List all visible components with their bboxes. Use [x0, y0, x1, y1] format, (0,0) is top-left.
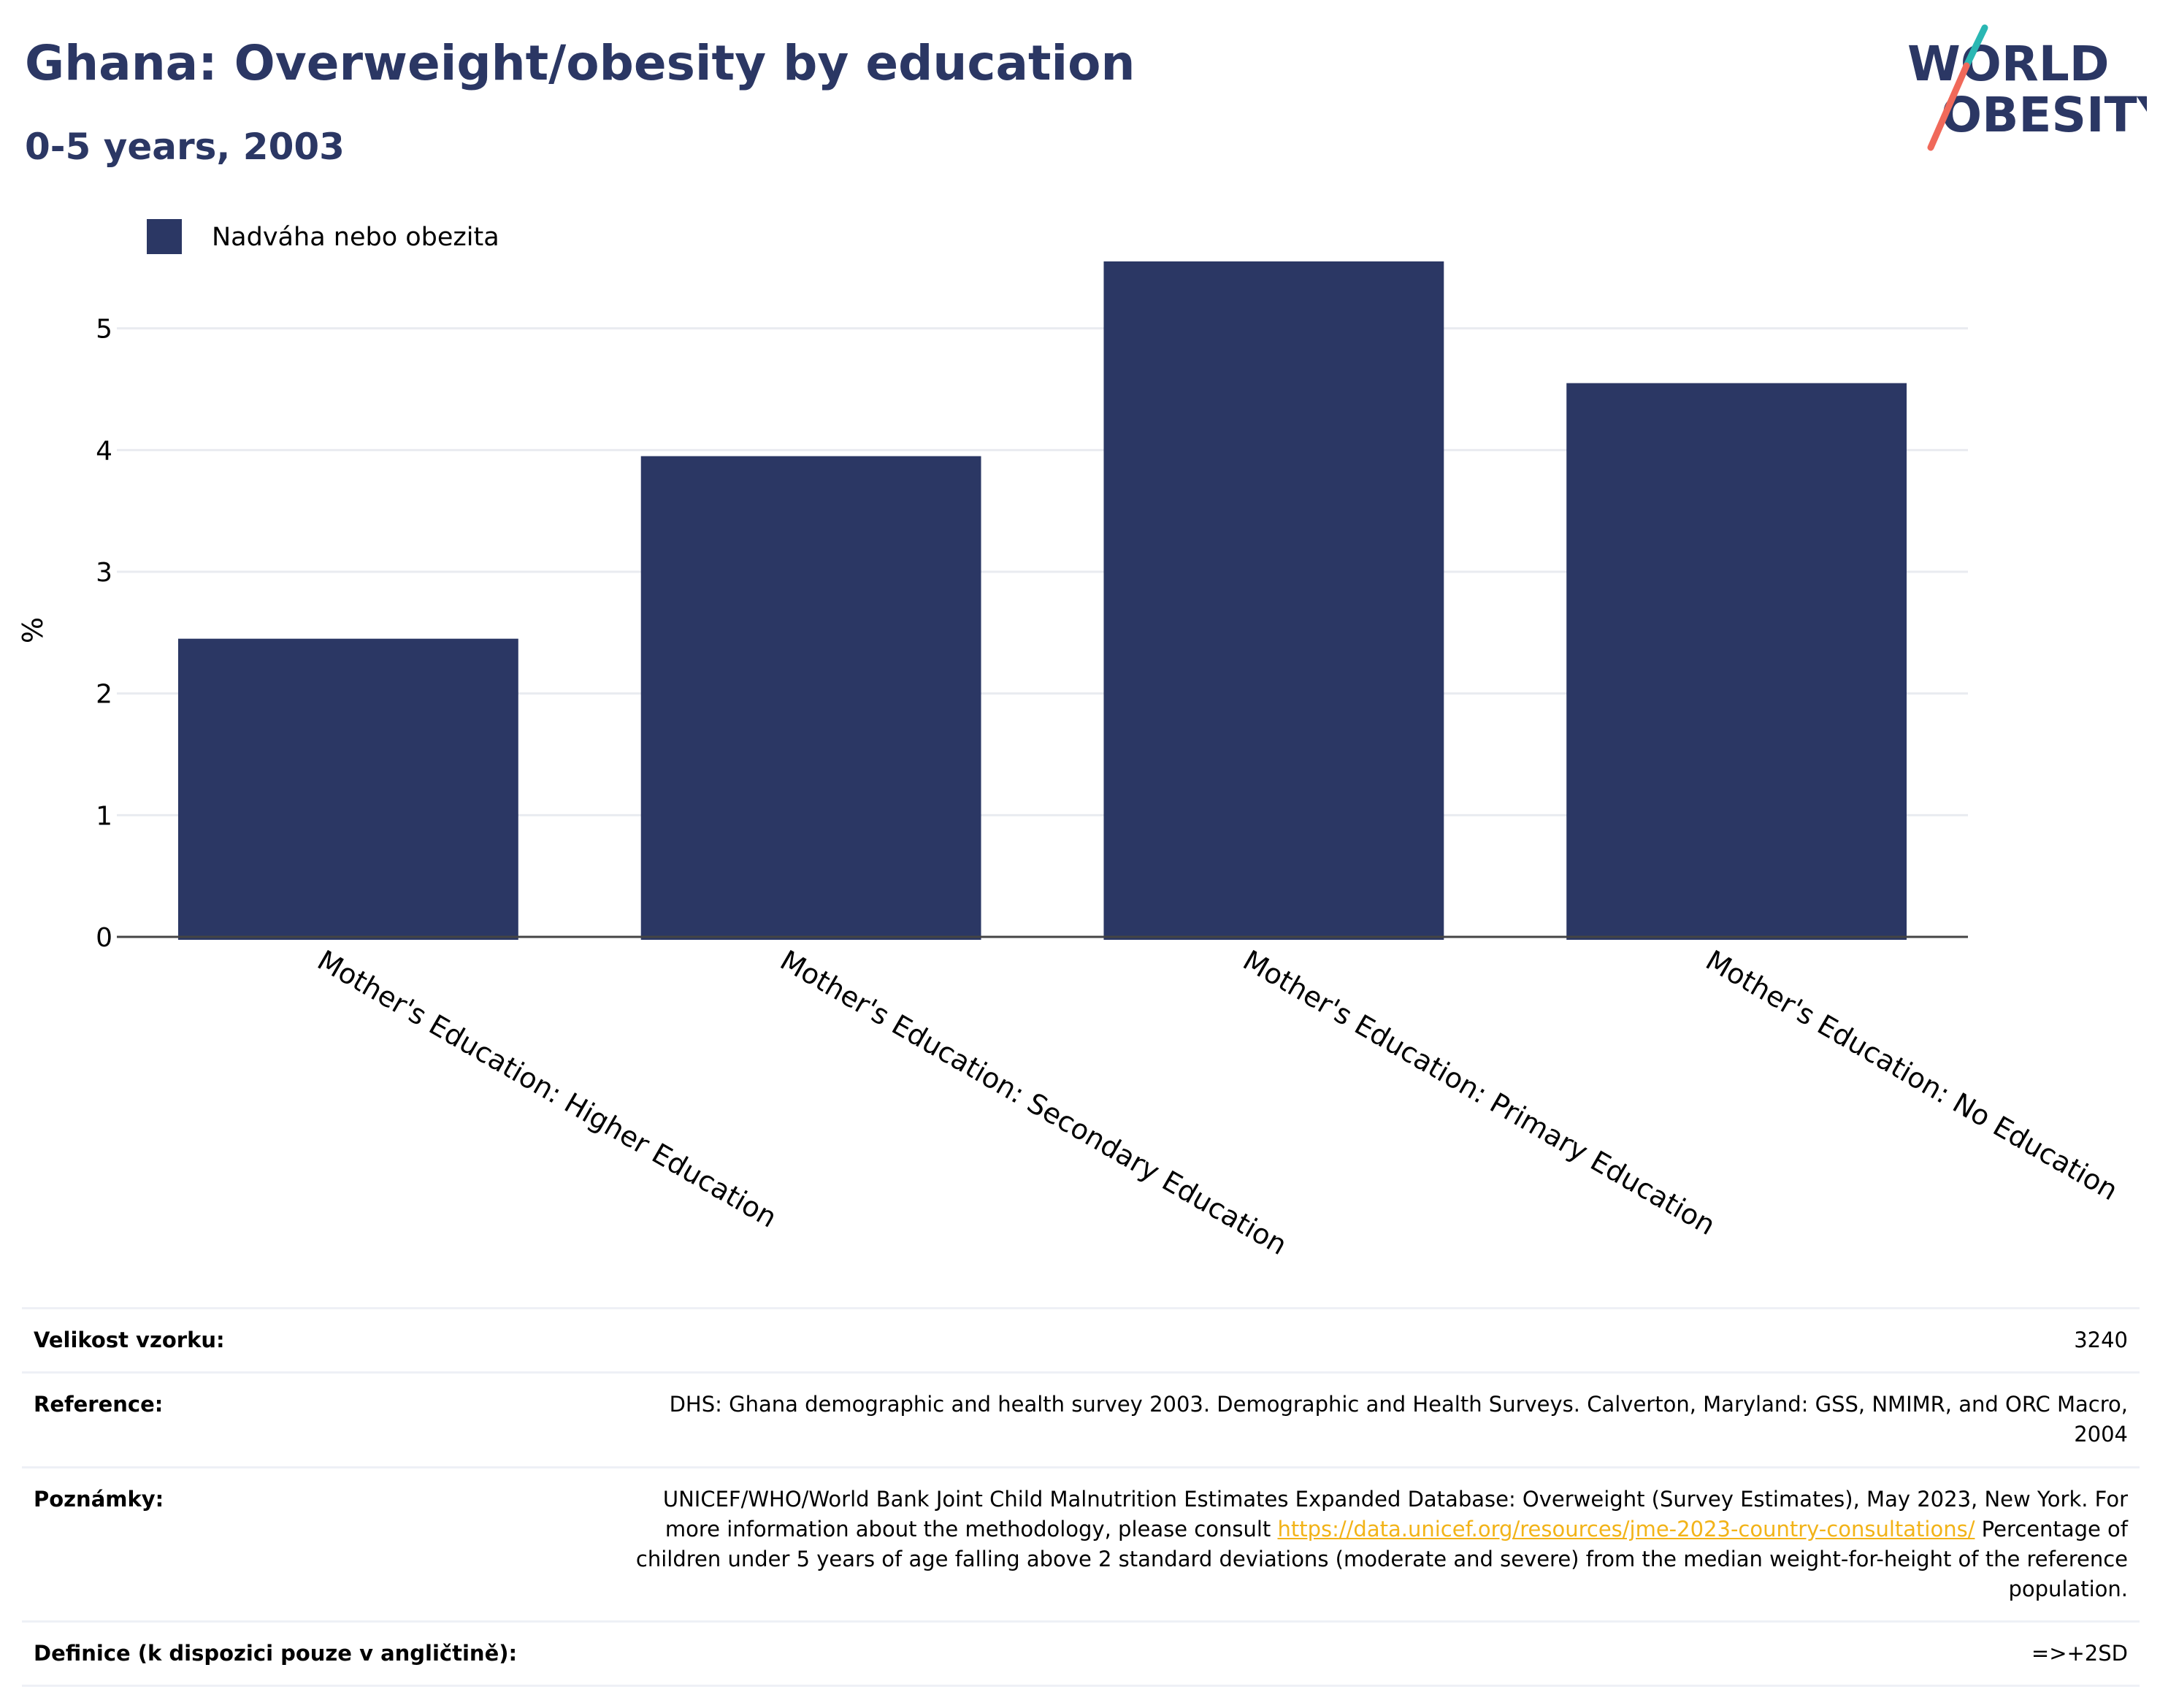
- logo-coral-stroke: [1927, 62, 1970, 151]
- y-tick-label: 4: [96, 436, 112, 466]
- world-obesity-logo: WORLD OBESITY: [1907, 24, 2147, 151]
- bar-chart: Nadváha nebo obezita 0 1 2 3 4 5 Mother's Edu…: [17, 219, 2123, 1262]
- x-axis-tick-labels: Mother's Education: Higher EducationMoth…: [312, 944, 2123, 1262]
- info-row-reference: Reference: DHS: Ghana demographic and he…: [22, 1371, 2140, 1468]
- legend-label: Nadváha nebo obezita: [212, 223, 499, 252]
- logo-teal-stroke: [1963, 24, 1988, 69]
- info-row-definition: Definice (k dispozici pouze v angličtině…: [22, 1620, 2140, 1688]
- x-tick-label: Mother's Education: Higher Education: [312, 944, 782, 1234]
- info-label: Reference:: [22, 1371, 600, 1468]
- info-label: Poznámky:: [22, 1466, 600, 1623]
- y-axis-tick-labels: 0 1 2 3 4 5: [96, 315, 112, 953]
- y-tick-label: 1: [96, 801, 112, 831]
- chart-title: Ghana: Overweight/obesity by education: [25, 35, 1135, 91]
- bars: [177, 261, 1907, 940]
- info-row-sample-size: Velikost vzorku: 3240: [22, 1306, 2140, 1374]
- bar: [640, 456, 981, 940]
- legend-swatch: [147, 219, 182, 254]
- x-tick-label: Mother's Education: Primary Education: [1238, 944, 1721, 1241]
- info-value: 3240: [600, 1306, 2140, 1374]
- y-tick-label: 2: [96, 680, 112, 710]
- info-label: Definice (k dispozici pouze v angličtině…: [22, 1620, 600, 1688]
- legend: Nadváha nebo obezita: [147, 219, 499, 254]
- info-value: =>+2SD: [600, 1620, 2140, 1688]
- chart-subtitle: 0-5 years, 2003: [25, 126, 345, 168]
- notes-text-after: Percentage of children under 5 years of …: [635, 1516, 2128, 1602]
- info-value: UNICEF/WHO/World Bank Joint Child Malnut…: [600, 1466, 2140, 1623]
- logo-line2: OBESITY: [1941, 87, 2147, 143]
- bar: [1103, 261, 1444, 940]
- notes-text-before: UNICEF/WHO/World Bank Joint Child Malnut…: [662, 1486, 2128, 1542]
- bar: [1566, 383, 1907, 940]
- logo-line1: WORLD: [1907, 36, 2110, 92]
- y-tick-label: 3: [96, 558, 112, 588]
- x-tick-label: Mother's Education: Secondary Education: [775, 944, 1292, 1262]
- x-tick-label: Mother's Education: No Education: [1701, 944, 2123, 1207]
- info-row-notes: Poznámky: UNICEF/WHO/World Bank Joint Ch…: [22, 1466, 2140, 1623]
- info-table: Velikost vzorku: 3240 Reference: DHS: Gh…: [22, 1306, 2140, 1688]
- info-label: Velikost vzorku:: [22, 1306, 600, 1374]
- info-value: DHS: Ghana demographic and health survey…: [600, 1371, 2140, 1468]
- methodology-link[interactable]: https://data.unicef.org/resources/jme-20…: [1277, 1516, 1975, 1542]
- y-tick-label: 0: [96, 923, 112, 953]
- bar: [177, 638, 518, 940]
- y-tick-label: 5: [96, 315, 112, 345]
- y-axis-label: %: [17, 617, 49, 643]
